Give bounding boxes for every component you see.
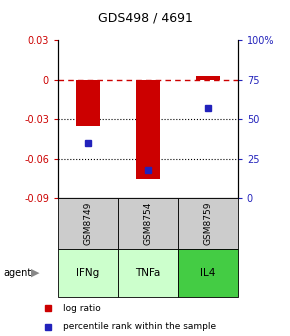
- Bar: [58, 198, 118, 249]
- Text: log ratio: log ratio: [63, 304, 101, 313]
- Text: GSM8749: GSM8749: [84, 202, 93, 245]
- Bar: [76, 80, 100, 126]
- Text: TNFa: TNFa: [135, 268, 161, 278]
- Bar: [118, 198, 178, 249]
- Bar: [136, 80, 160, 178]
- Text: GSM8754: GSM8754: [143, 202, 153, 245]
- Bar: [178, 198, 238, 249]
- Text: IFNg: IFNg: [76, 268, 99, 278]
- Text: GSM8759: GSM8759: [203, 202, 212, 245]
- Text: ▶: ▶: [30, 268, 39, 278]
- Bar: [58, 249, 118, 297]
- Bar: [118, 249, 178, 297]
- Bar: [196, 76, 220, 80]
- Text: IL4: IL4: [200, 268, 215, 278]
- Text: percentile rank within the sample: percentile rank within the sample: [63, 322, 216, 331]
- Bar: [178, 249, 238, 297]
- Text: GDS498 / 4691: GDS498 / 4691: [97, 12, 193, 25]
- Text: agent: agent: [3, 268, 31, 278]
